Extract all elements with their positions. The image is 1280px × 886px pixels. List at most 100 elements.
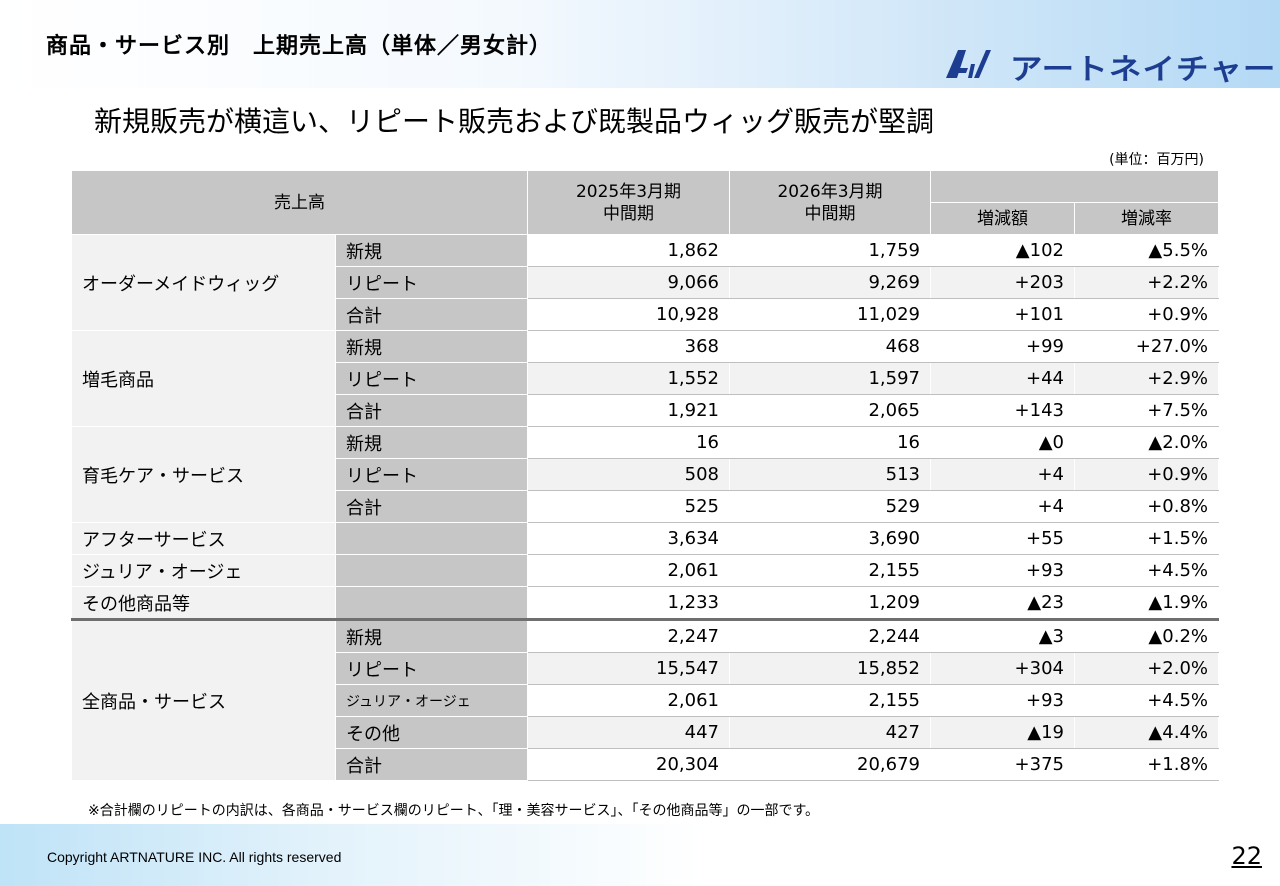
header-fy2026: 2026年3月期 中間期 xyxy=(729,170,931,235)
value-2025: 368 xyxy=(527,330,730,363)
value-2026: 2,155 xyxy=(729,684,931,717)
change-rate: +2.2% xyxy=(1074,266,1219,299)
category-label: 育毛ケア・サービス xyxy=(71,426,336,523)
value-2026: 2,065 xyxy=(729,394,931,427)
value-2025: 1,233 xyxy=(527,586,730,620)
change-rate: +2.9% xyxy=(1074,362,1219,395)
subcategory-label: リピート xyxy=(335,362,528,395)
category-label: 全商品・サービス xyxy=(71,618,336,781)
copyright: Copyright ARTNATURE INC. All rights rese… xyxy=(47,849,342,865)
table-row: 合計 1,921 2,065 +143 +7.5% xyxy=(72,394,1219,427)
change-rate: +27.0% xyxy=(1074,330,1219,363)
table-row: ジュリア・オージェ 2,061 2,155 +93 +4.5% xyxy=(71,554,1219,587)
change-amount: +203 xyxy=(930,266,1075,299)
change-amount: +101 xyxy=(930,298,1075,331)
value-2025: 2,247 xyxy=(527,618,730,653)
table-row: 合計 10,928 11,029 +101 +0.9% xyxy=(72,298,1219,331)
value-2026: 1,597 xyxy=(729,362,931,395)
table-row: 合計 20,304 20,679 +375 +1.8% xyxy=(72,748,1219,781)
value-2026: 468 xyxy=(729,330,931,363)
value-2025: 508 xyxy=(527,458,730,491)
value-2025: 1,921 xyxy=(527,394,730,427)
company-logo: アートネイチャー xyxy=(944,46,1275,86)
change-amount: +55 xyxy=(930,522,1075,555)
slide-footer xyxy=(0,824,1280,886)
change-amount: +4 xyxy=(930,458,1075,491)
category-label: ジュリア・オージェ xyxy=(71,554,336,587)
value-2026: 529 xyxy=(729,490,931,523)
slide-subtitle: 新規販売が横這い、リピート販売および既製品ウィッグ販売が堅調 xyxy=(94,105,935,138)
change-rate: +7.5% xyxy=(1074,394,1219,427)
subcategory-label xyxy=(335,586,528,620)
change-amount: +143 xyxy=(930,394,1075,427)
subcategory-label: 合計 xyxy=(335,490,528,523)
change-rate: +0.9% xyxy=(1074,298,1219,331)
value-2025: 1,552 xyxy=(527,362,730,395)
change-amount: +4 xyxy=(930,490,1075,523)
change-rate: +2.0% xyxy=(1074,652,1219,685)
change-amount: +304 xyxy=(930,652,1075,685)
category-label: その他商品等 xyxy=(71,586,336,620)
slide-header: 商品・サービス別 上期売上高（単体／男女計） アートネイチャー xyxy=(0,0,1280,88)
value-2026: 3,690 xyxy=(729,522,931,555)
value-2025: 15,547 xyxy=(527,652,730,685)
change-rate: ▲4.4% xyxy=(1074,716,1219,749)
subcategory-label: 新規 xyxy=(335,618,528,653)
change-rate: +4.5% xyxy=(1074,554,1219,587)
table-body: オーダーメイドウィッグ 新規 1,862 1,759 ▲102 ▲5.5% リピート 9,06… xyxy=(71,234,1219,781)
table-row: 全商品・サービス 新規 2,247 2,244 ▲3 ▲0.2% xyxy=(71,618,1219,781)
change-rate: ▲1.9% xyxy=(1074,586,1219,620)
page-number: 22 xyxy=(1231,842,1262,870)
change-rate: +1.8% xyxy=(1074,748,1219,781)
value-2026: 427 xyxy=(729,716,931,749)
value-2026: 2,244 xyxy=(729,618,931,653)
subcategory-label: リピート xyxy=(335,652,528,685)
header-title: 商品・サービス別 上期売上高（単体／男女計） xyxy=(46,34,553,59)
change-amount: +93 xyxy=(930,554,1075,587)
subcategory-label: 合計 xyxy=(335,394,528,427)
value-2025: 10,928 xyxy=(527,298,730,331)
value-2026: 513 xyxy=(729,458,931,491)
header-change-amount: 増減額 xyxy=(930,202,1075,235)
value-2026: 1,759 xyxy=(729,234,931,267)
value-2025: 9,066 xyxy=(527,266,730,299)
subcategory-label: 新規 xyxy=(335,426,528,459)
header-change-rate: 増減率 xyxy=(1074,202,1219,235)
subcategory-label: リピート xyxy=(335,266,528,299)
change-rate: ▲0.2% xyxy=(1074,618,1219,653)
table-row: 育毛ケア・サービス 新規 16 16 ▲0 ▲2.0% xyxy=(71,426,1219,523)
value-2026: 15,852 xyxy=(729,652,931,685)
value-2026: 16 xyxy=(729,426,931,459)
value-2025: 2,061 xyxy=(527,554,730,587)
change-amount: ▲102 xyxy=(930,234,1075,267)
subcategory-label: 新規 xyxy=(335,330,528,363)
table-row: ジュリア・オージェ 2,061 2,155 +93 +4.5% xyxy=(72,684,1219,717)
subcategory-label xyxy=(335,522,528,555)
header-fy2025: 2025年3月期 中間期 xyxy=(527,170,730,235)
change-rate: ▲5.5% xyxy=(1074,234,1219,267)
change-rate: ▲2.0% xyxy=(1074,426,1219,459)
change-amount: +93 xyxy=(930,684,1075,717)
logo-mark-icon xyxy=(946,50,991,78)
table-row: 増毛商品 新規 368 468 +99 +27.0% xyxy=(71,330,1219,427)
change-amount: ▲23 xyxy=(930,586,1075,620)
footnote: ※合計欄のリピートの内訳は、各商品・サービス欄のリピート、「理・美容サービス」、… xyxy=(88,803,820,819)
change-amount: ▲19 xyxy=(930,716,1075,749)
table-row: リピート 1,552 1,597 +44 +2.9% xyxy=(72,362,1219,395)
category-label: アフターサービス xyxy=(71,522,336,555)
subcategory-label: 合計 xyxy=(335,298,528,331)
value-2026: 9,269 xyxy=(729,266,931,299)
change-rate: +0.9% xyxy=(1074,458,1219,491)
value-2025: 16 xyxy=(527,426,730,459)
subcategory-label: リピート xyxy=(335,458,528,491)
change-amount: +99 xyxy=(930,330,1075,363)
change-rate: +1.5% xyxy=(1074,522,1219,555)
subcategory-label: 新規 xyxy=(335,234,528,267)
subcategory-label: ジュリア・オージェ xyxy=(335,684,528,717)
table-row: アフターサービス 3,634 3,690 +55 +1.5% xyxy=(71,522,1219,555)
change-amount: ▲0 xyxy=(930,426,1075,459)
header-change-group xyxy=(930,170,1219,203)
table-row: リピート 9,066 9,269 +203 +2.2% xyxy=(72,266,1219,299)
table-row: その他商品等 1,233 1,209 ▲23 ▲1.9% xyxy=(71,586,1219,620)
value-2025: 3,634 xyxy=(527,522,730,555)
